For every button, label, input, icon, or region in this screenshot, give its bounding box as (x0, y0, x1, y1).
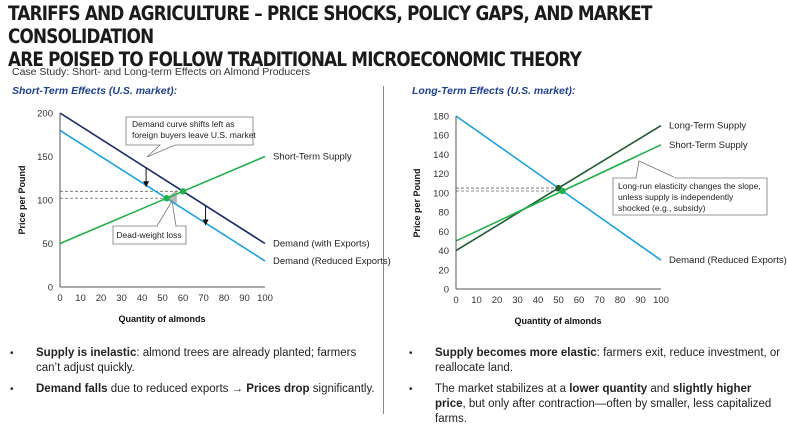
y-tick-label: 100 (433, 188, 449, 199)
x-tick-label: 40 (137, 293, 148, 304)
page-title-line-2: ARE POISED TO FOLLOW TRADITIONAL MICROEC… (8, 48, 582, 71)
bullet-text: The market stabilizes at a (435, 383, 570, 395)
short-term-heading: Short-Term Effects (U.S. market): (12, 85, 178, 97)
bullet-item: Supply becomes more elastic: farmers exi… (409, 346, 784, 376)
x-tick-label: 100 (257, 293, 273, 304)
x-tick-label: 60 (178, 293, 189, 304)
y-tick-label: 0 (444, 285, 449, 296)
callout-demand-shift-line-1: Demand curve shifts left as (132, 119, 235, 129)
bullet-bold: slightly higher price (435, 383, 752, 410)
y-tick-label: 60 (438, 227, 449, 238)
bullet-item: Demand falls due to reduced exports → Pr… (10, 382, 380, 397)
series-line-demand-reduced-exports- (59, 129, 266, 262)
callout-elasticity-line-3: shocked (e.g., subsidy) (618, 203, 706, 213)
y-tick-label: 80 (438, 208, 449, 219)
callout-elasticity-line-1: Long-run elasticity changes the slope, (618, 181, 761, 191)
y-tick-label: 120 (433, 169, 449, 180)
series-label: Demand (Reduced Exports) (273, 256, 391, 267)
y-tick-label: 150 (37, 152, 53, 163)
series-line-demand-with-exports- (59, 112, 266, 245)
x-tick-label: 70 (594, 295, 605, 306)
x-tick-label: 60 (574, 295, 585, 306)
series-label: Short-Term Supply (273, 152, 352, 163)
bullet-text: and (647, 383, 673, 395)
series-label: Short-Term Supply (669, 140, 748, 151)
y-tick-label: 40 (438, 246, 449, 257)
x-tick-label: 20 (96, 293, 107, 304)
bullet-bold: Supply is inelastic (36, 347, 137, 359)
long-term-heading: Long-Term Effects (U.S. market): (412, 85, 576, 97)
callout-deadweight-loss-text: Dead-weight loss (116, 230, 181, 240)
left-x-axis-label: Quantity of almonds (118, 314, 205, 324)
x-tick-label: 10 (75, 293, 86, 304)
callout-demand-shift: Demand curve shifts left as foreign buye… (125, 116, 256, 158)
y-tick-label: 100 (37, 196, 53, 207)
x-tick-label: 50 (157, 293, 168, 304)
deadweight-loss-area (166, 189, 177, 205)
shift-arrow-head (143, 181, 150, 188)
y-tick-label: 140 (433, 150, 449, 161)
page-title: TARIFFS AND AGRICULTURE – PRICE SHOCKS, … (8, 2, 782, 71)
bullet-text: due to reduced exports → (107, 383, 247, 395)
shift-arrow-head (202, 219, 209, 226)
bullet-text: , but only after contraction—often by sm… (435, 398, 772, 425)
bullet-item: The market stabilizes at a lower quantit… (409, 382, 784, 427)
y-tick-label: 20 (438, 265, 449, 276)
equilibrium-point (559, 187, 566, 195)
x-tick-label: 90 (239, 293, 250, 304)
bullet-bold: lower quantity (569, 383, 648, 395)
bullet-item: Supply is inelastic: almond trees are al… (10, 346, 380, 376)
equilibrium-point (163, 195, 170, 202)
x-tick-label: 100 (653, 295, 669, 306)
page-title-line-1: TARIFFS AND AGRICULTURE – PRICE SHOCKS, … (8, 2, 652, 48)
column-divider (383, 86, 384, 414)
x-tick-label: 20 (492, 295, 503, 306)
right-x-axis-label: Quantity of almonds (514, 316, 601, 326)
x-tick-label: 30 (116, 293, 127, 304)
callout-deadweight-loss: Dead-weight loss (112, 199, 187, 245)
x-tick-label: 10 (471, 295, 482, 306)
equilibrium-point (179, 188, 187, 195)
y-tick-label: 180 (433, 112, 449, 123)
right-y-axis-label: Price per Pound (412, 168, 422, 237)
series-line-short-term-supply (59, 155, 266, 245)
bullet-bold: Supply becomes more elastic (435, 347, 597, 359)
y-tick-label: 160 (433, 131, 449, 142)
bullet-text: : almond trees are already planted; farm… (36, 347, 357, 374)
x-tick-label: 80 (615, 295, 626, 306)
callout-long-run-elasticity: Long-run elasticity changes the slope, u… (612, 160, 768, 216)
long-term-chart: 0 10 20 30 40 50 60 70 80 90 100 0 20 40 60 80 100 120 140… (412, 112, 787, 327)
case-study-subtitle: Case Study: Short- and Long-term Effects… (12, 66, 311, 78)
x-tick-label: 70 (198, 293, 209, 304)
callout-elasticity-line-2: unless supply is independently (618, 192, 734, 202)
bullet-bold: Demand falls (36, 383, 108, 395)
bullet-bold: Prices drop (246, 383, 310, 395)
x-tick-label: 50 (553, 295, 564, 306)
short-term-chart: 0 10 20 30 40 50 60 70 80 90 100 0 50 100 150 200 Quant… (17, 109, 391, 325)
x-tick-label: 90 (635, 295, 646, 306)
bullet-text: significantly. (309, 383, 375, 395)
x-tick-label: 0 (57, 293, 62, 304)
y-tick-label: 50 (42, 239, 53, 250)
callout-demand-shift-line-2: foreign buyers leave U.S. market (132, 130, 256, 140)
series-line-short-term-supply (455, 144, 662, 242)
series-label: Demand (with Exports) (273, 239, 370, 250)
y-tick-label: 0 (48, 283, 53, 294)
x-tick-label: 40 (533, 295, 544, 306)
x-tick-label: 0 (453, 295, 458, 306)
left-y-axis-label: Price per Pound (17, 165, 27, 234)
short-term-bullets: Supply is inelastic: almond trees are al… (10, 346, 380, 403)
x-tick-label: 80 (219, 293, 230, 304)
y-tick-label: 200 (37, 109, 53, 120)
long-term-bullets: Supply becomes more elastic: farmers exi… (409, 346, 784, 433)
series-label: Demand (Reduced Exports) (669, 255, 787, 266)
bullet-text: : farmers exit, reduce investment, or re… (435, 347, 781, 374)
x-tick-label: 30 (512, 295, 523, 306)
series-label: Long-Term Supply (669, 121, 746, 132)
